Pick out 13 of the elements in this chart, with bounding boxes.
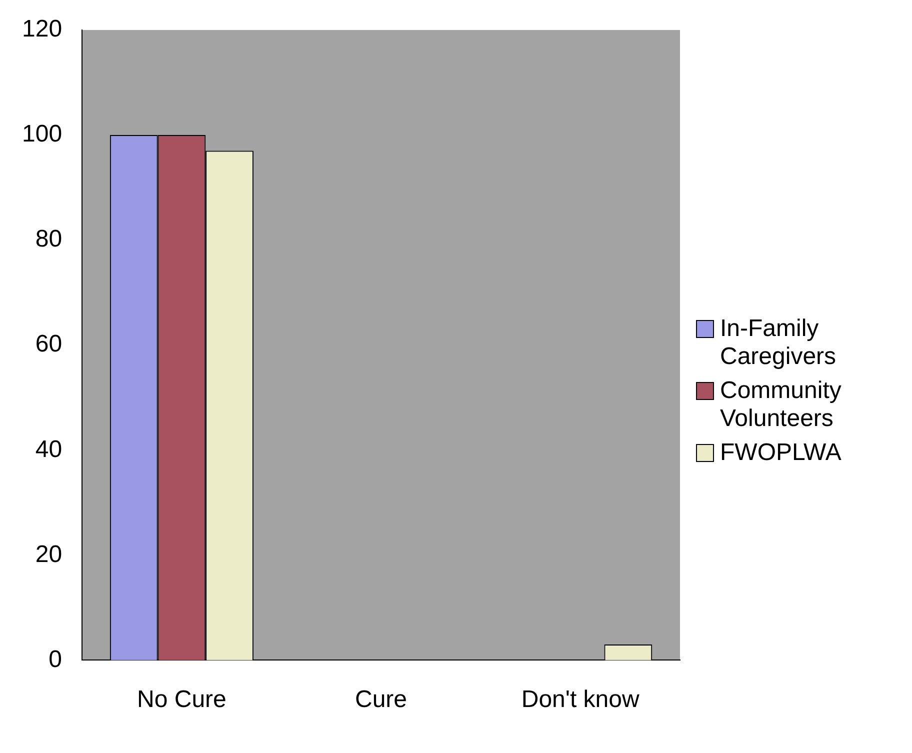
y-tick-label: 20	[35, 540, 62, 568]
y-tick-label: 120	[22, 16, 62, 43]
y-tick-label: 40	[35, 436, 62, 463]
y-tick-label: 100	[22, 120, 62, 148]
legend-label: In-Family Caregivers	[720, 315, 838, 371]
x-tick-label: Don't know	[521, 686, 640, 714]
x-tick-label: Cure	[355, 686, 408, 714]
y-tick-label: 80	[35, 226, 62, 253]
y-tick-label: 60	[35, 330, 62, 358]
legend-label: Community Volunteers	[720, 377, 842, 433]
legend-label: FWOPLWA	[720, 439, 842, 467]
y-tick-label: 0	[48, 646, 62, 673]
x-tick-label: No Cure	[137, 686, 226, 714]
